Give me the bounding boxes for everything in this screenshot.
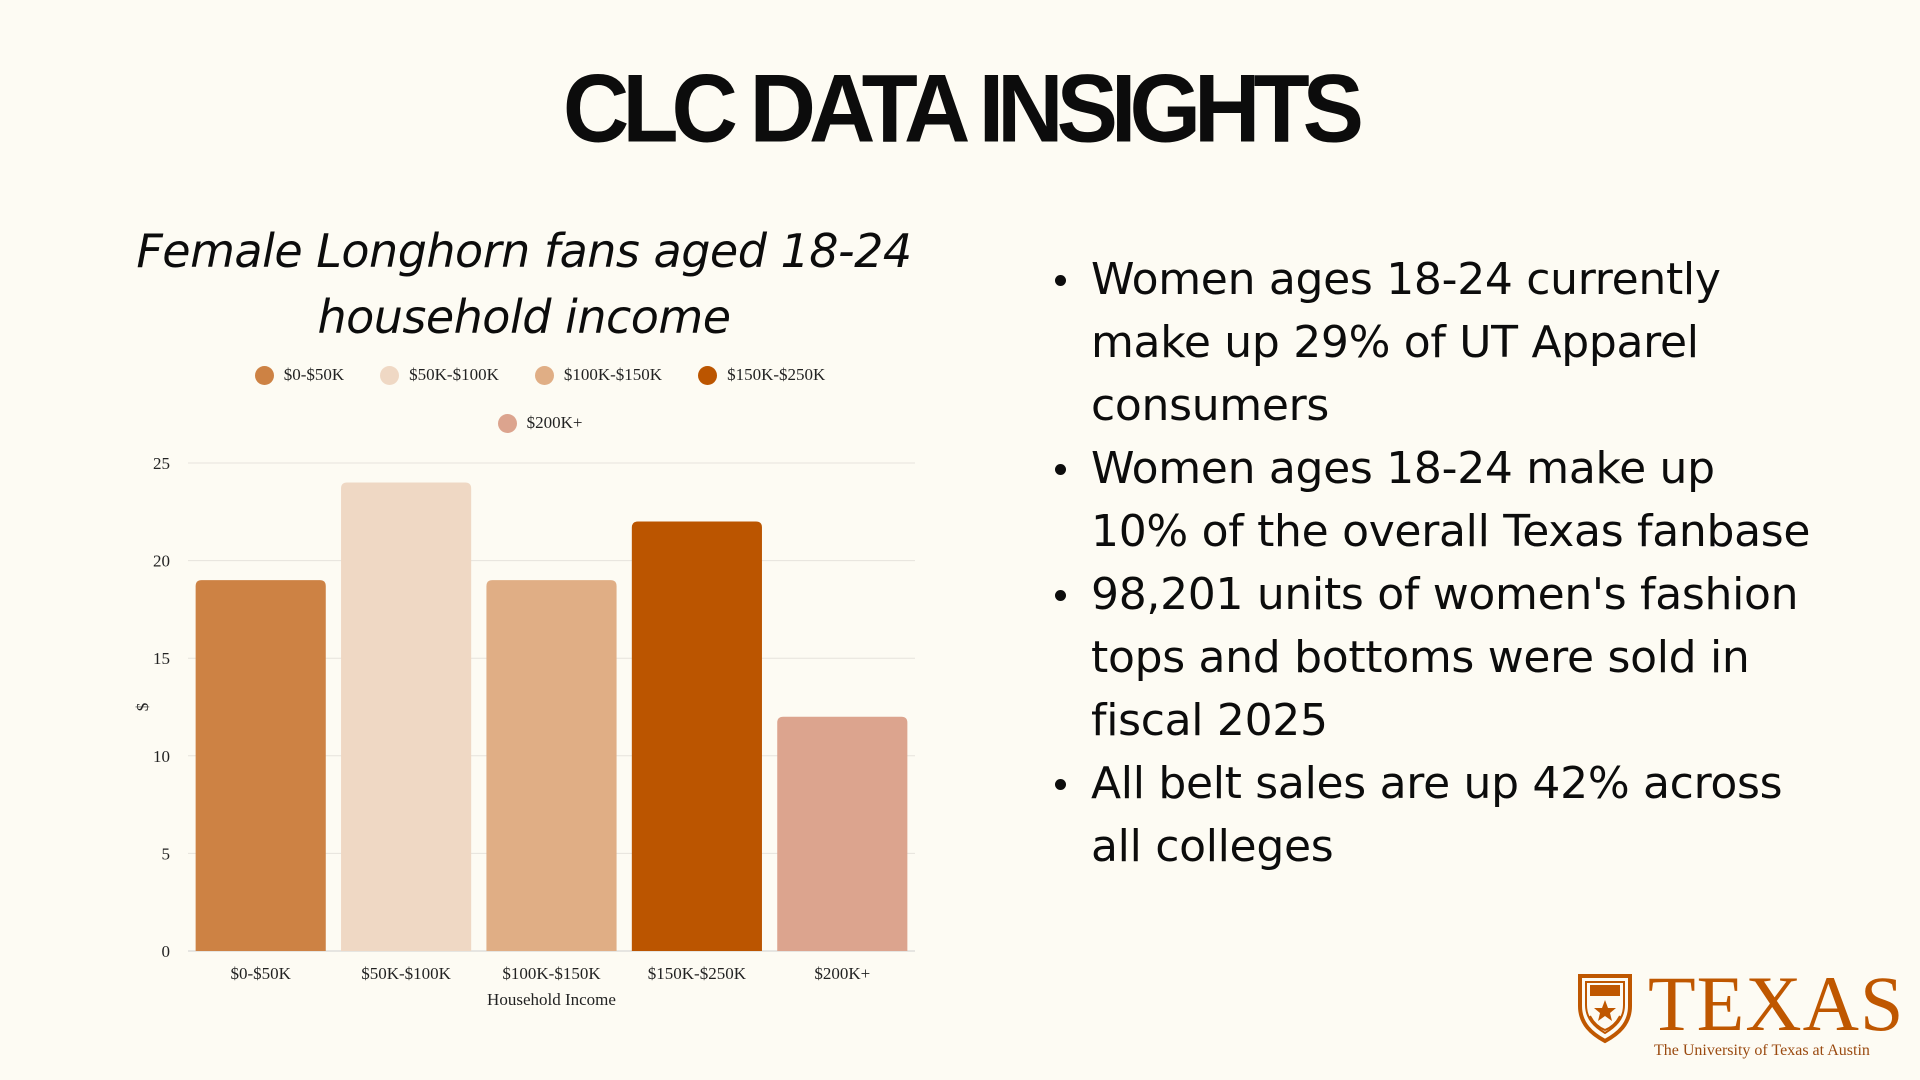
bar bbox=[341, 482, 472, 951]
chart-title-line-2: household income bbox=[317, 290, 731, 344]
y-tick-label: 10 bbox=[153, 747, 170, 766]
logo-subtitle: The University of Texas at Austin bbox=[1654, 1042, 1870, 1059]
y-tick-label: 0 bbox=[162, 942, 171, 961]
legend-swatch bbox=[497, 413, 517, 433]
x-tick-label: $50K-$100K bbox=[361, 964, 451, 983]
insight-item: All belt sales are up 42% across all col… bbox=[1055, 752, 1815, 878]
logo-wordmark: TEXAS bbox=[1648, 960, 1905, 1047]
x-tick-label: $100K-$150K bbox=[502, 964, 601, 983]
bar bbox=[777, 716, 908, 951]
ut-logo: TEXAS The University of Texas at Austin bbox=[1576, 964, 1903, 1060]
legend-label: $100K-$150K bbox=[563, 365, 663, 384]
y-tick-label: 15 bbox=[153, 649, 170, 668]
insights-list: Women ages 18-24 currently make up 29% o… bbox=[1055, 248, 1815, 878]
bar bbox=[631, 521, 762, 951]
legend-label: $200K+ bbox=[526, 413, 583, 432]
legend-swatch bbox=[698, 365, 718, 385]
bar bbox=[486, 580, 617, 951]
insight-item: 98,201 units of women's fashion tops and… bbox=[1055, 563, 1815, 752]
y-tick-label: 5 bbox=[162, 844, 171, 863]
y-tick-label: 25 bbox=[153, 454, 170, 473]
legend-item: $0-$50K bbox=[254, 362, 345, 388]
insight-item: Women ages 18-24 currently make up 29% o… bbox=[1055, 248, 1815, 437]
y-axis-label: $ bbox=[133, 703, 152, 712]
x-axis-label: Household Income bbox=[487, 990, 616, 1009]
legend-item: $100K-$150K bbox=[534, 362, 663, 388]
legend-item: $200K+ bbox=[497, 410, 583, 436]
legend-swatch bbox=[380, 365, 400, 385]
legend-label: $150K-$250K bbox=[727, 365, 826, 384]
bar-chart: 0 5 10 15 20 25 $0-$50K $50K-$100K $100K-$150K $1… bbox=[133, 454, 915, 1009]
chart-title-line-1: Female Longhorn fans aged 18-24 bbox=[136, 224, 912, 278]
x-tick-label: $150K-$250K bbox=[648, 964, 747, 983]
bar bbox=[195, 580, 326, 951]
ut-seal-icon bbox=[1578, 974, 1632, 1044]
legend-swatch bbox=[254, 365, 274, 385]
legend-label: $50K-$100K bbox=[409, 365, 499, 384]
y-tick-label: 20 bbox=[153, 552, 170, 571]
legend-swatch bbox=[534, 365, 554, 385]
legend-item: $50K-$100K bbox=[380, 362, 499, 388]
x-tick-label: $0-$50K bbox=[230, 964, 291, 983]
chart-legend: $0-$50K $50K-$100K $100K-$150K $150K-$250K $… bbox=[230, 362, 850, 436]
x-tick-label: $200K+ bbox=[814, 964, 870, 983]
legend-label: $0-$50K bbox=[283, 365, 345, 384]
insight-item: Women ages 18-24 make up 10% of the over… bbox=[1055, 437, 1815, 563]
page-title: CLC DATA INSIGHTS bbox=[562, 55, 1364, 163]
legend-item: $150K-$250K bbox=[698, 362, 825, 388]
chart-title: Female Longhorn fans aged 18-24 househol… bbox=[104, 218, 944, 350]
